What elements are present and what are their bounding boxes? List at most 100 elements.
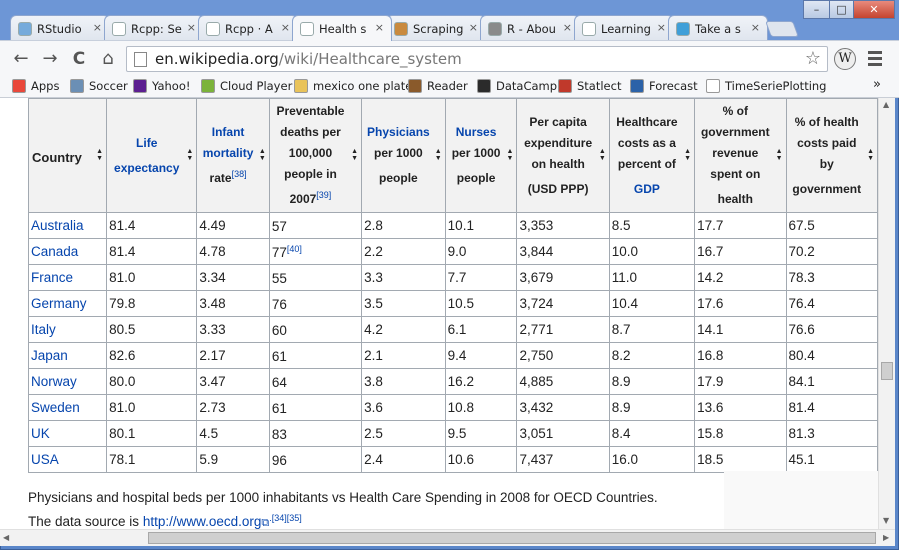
column-header-3[interactable]: Preventable deaths per 100,000 people in… [268,98,363,213]
tab-1[interactable]: Rcpp: Se × [104,15,204,41]
tab-close-icon[interactable]: × [562,21,572,34]
cell-value: 3,844 [519,244,554,259]
column-header-8[interactable]: % of government revenue spent on health ▲… [694,98,787,213]
tab-close-icon[interactable]: × [656,21,666,34]
sort-icon[interactable]: ▲ ▼ [96,147,104,162]
tab-close-icon[interactable]: × [280,21,290,34]
column-header-7[interactable]: Healthcare costs as a percent of GDP ▲ ▼ [608,98,696,213]
sort-icon[interactable]: ▲ ▼ [258,147,266,162]
country-link[interactable]: Japan [31,348,68,363]
cell-value: 16.8 [697,348,724,363]
horizontal-scrollbar[interactable]: ◀ ▶ [0,529,895,546]
sort-icon[interactable]: ▲ ▼ [598,147,606,162]
oecd-link[interactable]: http://www.oecd.org [142,514,262,529]
bookmark-9[interactable]: TimeSeriePlotting [706,79,826,93]
header-link[interactable]: Life expectancy [114,135,180,175]
country-link[interactable]: Canada [31,244,79,259]
header-link[interactable]: GDP [633,181,660,196]
header-reference[interactable]: [39] [316,190,332,200]
close-window-button[interactable]: ✕ [853,0,895,19]
bookmarks-overflow-button[interactable]: » [873,77,881,92]
column-header-2[interactable]: Infant mortality rate[38] ▲ ▼ [196,98,270,213]
country-cell: Germany [27,290,108,317]
wikipedia-extension-button[interactable]: W [834,48,856,70]
value-cell: 16.2 [444,368,518,395]
tab-4[interactable]: Scraping × [386,15,486,41]
country-link[interactable]: UK [31,426,50,441]
tab-5[interactable]: R - Abou × [480,15,580,41]
country-link[interactable]: Australia [31,218,84,233]
header-link[interactable]: Nurses [455,125,497,139]
scroll-up-icon[interactable]: ▲ [883,100,890,109]
address-bar[interactable]: en.wikipedia.org/wiki/Healthcare_system … [126,46,828,72]
menu-icon[interactable] [868,51,882,67]
cell-value: 3,353 [519,218,554,233]
column-header-1[interactable]: Life expectancy ▲ ▼ [106,98,198,213]
bookmark-2[interactable]: Yahoo! [133,79,190,93]
sort-icon[interactable]: ▲ ▼ [867,147,874,162]
tab-label: R - Abou [507,22,556,36]
scroll-right-icon[interactable]: ▶ [883,533,890,542]
bookmark-1[interactable]: Soccer [70,79,128,93]
bookmark-7[interactable]: Statlect [558,79,621,93]
tab-6[interactable]: Learning × [574,15,674,41]
tab-3[interactable]: Health s × [292,15,392,41]
bookmark-6[interactable]: DataCamp [477,79,557,93]
country-link[interactable]: Sweden [31,400,80,415]
tab-close-icon[interactable]: × [374,21,384,34]
bookmark-star-icon[interactable]: ☆ [804,48,821,69]
tab-7[interactable]: Take a s × [668,15,768,41]
country-link[interactable]: USA [31,452,59,467]
cell-value: 84.1 [788,374,815,389]
country-link[interactable]: Norway [31,374,77,389]
country-link[interactable]: France [31,270,74,285]
bookmark-4[interactable]: mexico one plate [294,79,412,93]
horizontal-scroll-thumb[interactable] [148,532,876,544]
new-tab-button[interactable] [765,21,799,37]
bookmark-3[interactable]: Cloud Player [201,79,292,93]
forward-button[interactable]: → [42,48,58,69]
back-button[interactable]: ← [13,48,29,69]
column-header-0[interactable]: Country ▲ ▼ [27,98,108,213]
restore-button[interactable]: □ [829,0,854,19]
tab-close-icon[interactable]: × [468,21,478,34]
bookmark-0[interactable]: Apps [12,79,59,93]
vertical-scrollbar[interactable]: ▲ ▼ [878,98,895,529]
column-header-5[interactable]: Nurses per 1000 people ▲ ▼ [444,98,518,213]
cell-value: 7,437 [519,452,554,467]
header-link[interactable]: Infant mortality [202,125,254,160]
column-header-6[interactable]: Per capita expenditure on health (USD PP… [516,98,610,213]
value-cell: 8.2 [608,342,696,369]
tab-0[interactable]: RStudio × [10,15,110,41]
tab-close-icon[interactable]: × [750,21,760,34]
row-reference[interactable]: [40] [286,243,302,254]
vertical-scroll-thumb[interactable] [881,362,893,380]
caption-refs[interactable]: .[34][35] [269,513,302,523]
home-button[interactable]: ⌂ [102,48,114,69]
country-link[interactable]: Italy [31,322,56,337]
sort-icon[interactable]: ▲ ▼ [351,147,359,162]
bookmark-label: Yahoo! [152,79,191,93]
bookmark-5[interactable]: Reader [408,79,468,93]
sort-icon[interactable]: ▲ ▼ [186,147,194,162]
sort-icon[interactable]: ▲ ▼ [775,147,783,162]
browser-toolbar: ← → C ⌂ en.wikipedia.org/wiki/Healthcare… [0,40,899,76]
minimize-button[interactable]: – [803,0,830,19]
sort-icon[interactable]: ▲ ▼ [684,147,692,162]
sort-icon[interactable]: ▲ ▼ [506,147,514,162]
bookmark-8[interactable]: Forecast [630,79,698,93]
tab-close-icon[interactable]: × [186,21,196,34]
column-header-4[interactable]: Physicians per 1000 people ▲ ▼ [361,98,446,213]
header-link[interactable]: Physicians [367,125,430,139]
cell-value: 2,750 [519,348,554,363]
tab-2[interactable]: Rcpp · A × [198,15,298,41]
country-link[interactable]: Germany [31,296,87,311]
scroll-down-icon[interactable]: ▼ [883,516,890,525]
sort-icon[interactable]: ▲ ▼ [434,147,442,162]
column-header-9[interactable]: % of health costs paid by government ▲ ▼ [785,98,878,213]
scroll-left-icon[interactable]: ◀ [3,533,10,542]
tab-close-icon[interactable]: × [92,21,102,34]
value-cell: 13.6 [694,394,787,421]
reload-button[interactable]: C [72,49,86,69]
header-reference[interactable]: [38] [231,169,247,179]
